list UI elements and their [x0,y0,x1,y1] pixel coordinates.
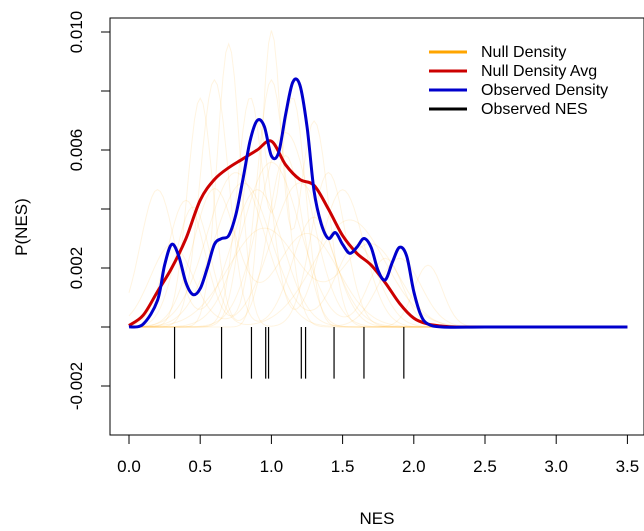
y-tick-label: 0.006 [67,129,86,172]
x-axis-label: NES [360,509,395,528]
x-tick-label: 3.0 [544,457,568,476]
y-tick-label: 0.010 [67,11,86,54]
x-tick-label: 0.0 [117,457,141,476]
legend-label: Observed Density [481,82,608,99]
x-tick-label: 0.5 [188,457,212,476]
y-tick-label: -0.002 [67,362,86,410]
x-tick-label: 2.0 [402,457,426,476]
x-tick-label: 1.5 [331,457,355,476]
observed-density-line [128,77,628,329]
x-tick-label: 2.5 [473,457,497,476]
legend-label: Null Density [481,44,566,61]
legend-label: Null Density Avg [481,63,597,80]
x-tick-label: 1.0 [260,457,284,476]
y-axis-label: P(NES) [12,198,31,256]
x-axis: 0.0 0.5 1.0 1.5 2.0 2.5 3.0 3.5 [117,434,640,476]
legend: Null Density Null Density Avg Observed Den… [429,44,608,118]
x-tick-label: 3.5 [616,457,640,476]
observed-nes-rug [173,327,405,379]
legend-label: Observed NES [481,101,588,118]
density-series [128,77,628,329]
y-tick-label: 0.002 [67,247,86,290]
y-axis: -0.002 0.002 0.006 0.010 [67,11,111,410]
